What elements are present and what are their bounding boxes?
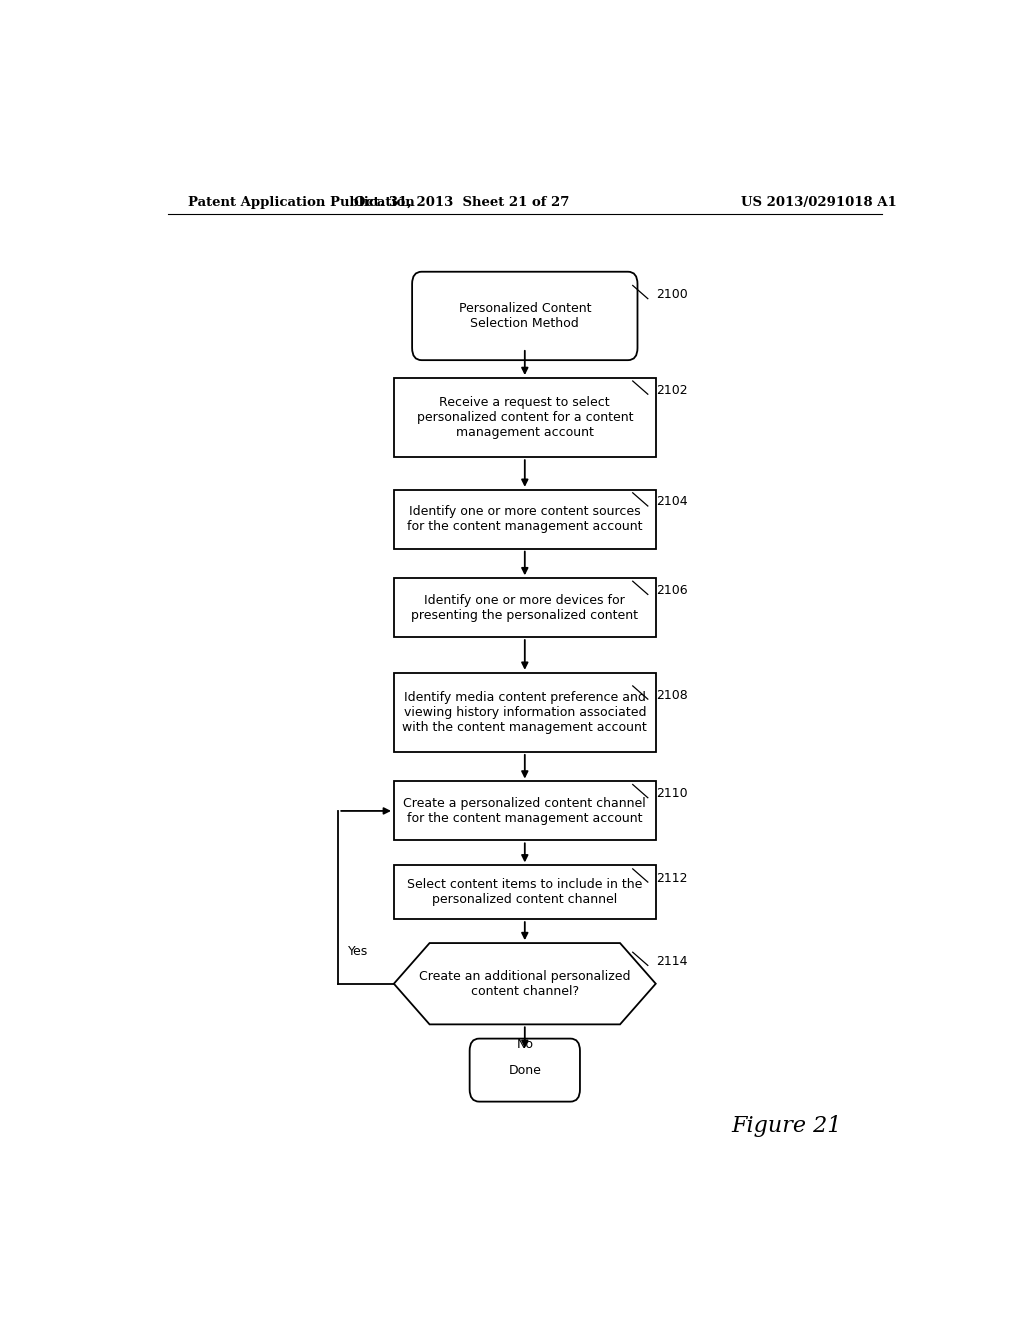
Text: Patent Application Publication: Patent Application Publication	[187, 195, 415, 209]
FancyBboxPatch shape	[394, 781, 655, 841]
Text: Yes: Yes	[348, 945, 368, 958]
Text: 2102: 2102	[655, 384, 687, 396]
Text: No: No	[516, 1038, 534, 1051]
Text: Identify one or more devices for
presenting the personalized content: Identify one or more devices for present…	[412, 594, 638, 622]
Text: Identify one or more content sources
for the content management account: Identify one or more content sources for…	[408, 506, 642, 533]
Text: 2110: 2110	[655, 787, 687, 800]
FancyBboxPatch shape	[470, 1039, 580, 1102]
Text: Oct. 31, 2013  Sheet 21 of 27: Oct. 31, 2013 Sheet 21 of 27	[353, 195, 569, 209]
Text: 2114: 2114	[655, 954, 687, 968]
Text: 2108: 2108	[655, 689, 687, 701]
FancyBboxPatch shape	[412, 272, 638, 360]
Text: 2104: 2104	[655, 495, 687, 508]
Text: Create a personalized content channel
for the content management account: Create a personalized content channel fo…	[403, 797, 646, 825]
Text: Create an additional personalized
content channel?: Create an additional personalized conten…	[419, 970, 631, 998]
Text: Select content items to include in the
personalized content channel: Select content items to include in the p…	[408, 878, 642, 907]
Text: 2106: 2106	[655, 583, 687, 597]
Text: Figure 21: Figure 21	[731, 1115, 842, 1137]
Text: US 2013/0291018 A1: US 2013/0291018 A1	[740, 195, 896, 209]
FancyBboxPatch shape	[394, 490, 655, 549]
Text: Receive a request to select
personalized content for a content
management accoun: Receive a request to select personalized…	[417, 396, 633, 440]
Polygon shape	[394, 942, 655, 1024]
Text: Done: Done	[508, 1064, 542, 1077]
Text: 2112: 2112	[655, 871, 687, 884]
FancyBboxPatch shape	[394, 378, 655, 457]
FancyBboxPatch shape	[394, 578, 655, 638]
FancyBboxPatch shape	[394, 673, 655, 752]
FancyBboxPatch shape	[394, 866, 655, 919]
Text: 2100: 2100	[655, 288, 687, 301]
Text: Personalized Content
Selection Method: Personalized Content Selection Method	[459, 302, 591, 330]
Text: Identify media content preference and
viewing history information associated
wit: Identify media content preference and vi…	[402, 690, 647, 734]
